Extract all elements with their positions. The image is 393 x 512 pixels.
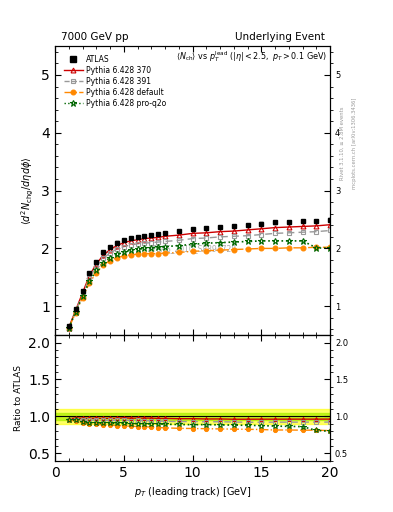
- Text: Rivet 3.1.10, ≥ 2.8M events: Rivet 3.1.10, ≥ 2.8M events: [340, 106, 345, 180]
- Bar: [55, 409, 330, 424]
- Y-axis label: $\langle d^2 N_{\rm chg}/d\eta d\phi \rangle$: $\langle d^2 N_{\rm chg}/d\eta d\phi \ra…: [20, 156, 36, 225]
- Text: ATLAS_2010_S8894728: ATLAS_2010_S8894728: [148, 244, 237, 253]
- Legend: ATLAS, Pythia 6.428 370, Pythia 6.428 391, Pythia 6.428 default, Pythia 6.428 pr: ATLAS, Pythia 6.428 370, Pythia 6.428 39…: [62, 53, 169, 110]
- Y-axis label: Ratio to ATLAS: Ratio to ATLAS: [14, 365, 23, 431]
- Bar: [55, 413, 330, 420]
- Text: $\langle N_{\rm ch} \rangle$ vs $p_T^{\rm lead}$ ($|\eta| < 2.5,\ p_T > 0.1$ GeV: $\langle N_{\rm ch} \rangle$ vs $p_T^{\r…: [176, 49, 327, 64]
- X-axis label: $p_T$ (leading track) [GeV]: $p_T$ (leading track) [GeV]: [134, 485, 251, 499]
- Text: Underlying Event: Underlying Event: [235, 32, 325, 42]
- Text: 7000 GeV pp: 7000 GeV pp: [61, 32, 128, 42]
- Text: mcplots.cern.ch [arXiv:1306.3436]: mcplots.cern.ch [arXiv:1306.3436]: [352, 98, 357, 189]
